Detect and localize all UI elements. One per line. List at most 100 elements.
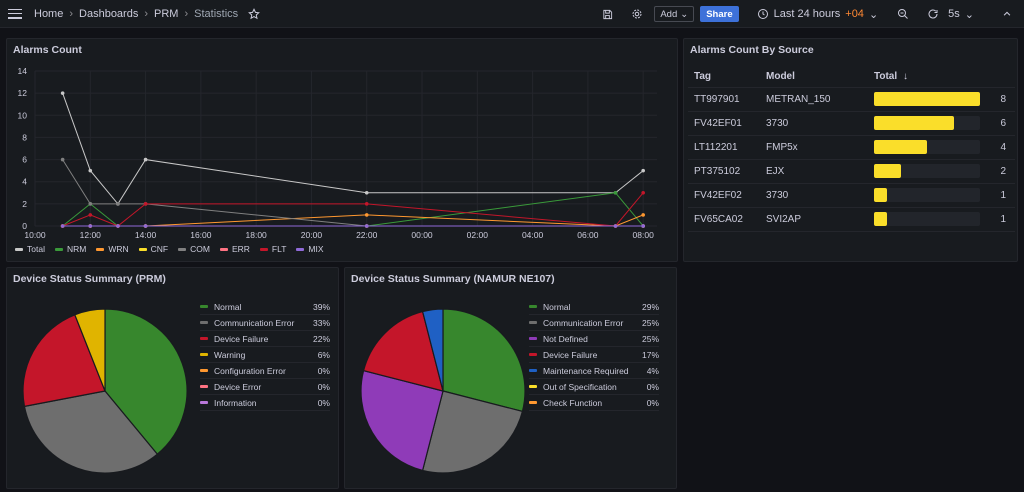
legend-item-normal[interactable]: Normal 39% [200,299,330,315]
x-tick-label: 18:00 [246,230,268,240]
alarms-by-source-panel: Alarms Count By Source Tag Model Total ↓… [683,38,1018,262]
legend-label: Communication Error [543,317,624,328]
data-point-nrm [613,190,618,195]
star-icon[interactable] [248,7,261,20]
column-header-model[interactable]: Model [760,67,868,88]
refresh-icon[interactable] [926,7,940,21]
table-row[interactable]: TT997901 METRAN_150 8 [688,87,1015,112]
cell-model: SVI2AP [760,207,868,232]
chevron-right-icon: › [184,7,189,20]
legend-label: CNF [150,244,169,254]
legend-item-warning[interactable]: Warning 6% [200,347,330,363]
legend-swatch [96,247,105,251]
y-tick-label: 14 [18,66,28,76]
pie-slice-normal[interactable] [442,308,526,413]
namur-pie-legend: Normal 29% Communication Error 25% Not Defin… [529,299,659,411]
cell-tag: FV42EF01 [688,111,760,136]
chevron-down-icon: ⌄ [964,8,974,21]
legend-swatch [259,247,268,251]
cell-total: 6 [868,111,1015,136]
data-point-mix [641,224,645,228]
pie-slice-device-failure[interactable] [22,313,106,408]
legend-swatch [200,369,208,372]
zoom-out-icon[interactable] [896,7,910,21]
table-row[interactable]: FV42EF02 3730 1 [688,183,1015,208]
total-header-label: Total [874,71,898,83]
pie-slice-not-defined[interactable] [360,369,444,472]
pie-slice-normal[interactable] [104,308,188,456]
legend-item-flt[interactable]: FLT [259,244,287,254]
cell-model: METRAN_150 [760,87,868,112]
data-point-flt [641,190,645,195]
cell-tag: TT997901 [688,87,760,112]
breadcrumb-home[interactable]: Home [34,7,64,20]
gauge-bar [874,164,980,178]
legend-item-not-defined[interactable]: Not Defined 25% [529,331,659,347]
legend-item-communication-error[interactable]: Communication Error 33% [200,315,330,331]
save-icon[interactable] [600,7,614,21]
column-header-tag[interactable]: Tag [688,67,760,88]
breadcrumb-prm[interactable]: PRM [154,7,179,20]
legend-item-nrm[interactable]: NRM [54,244,86,254]
pie-slice-communication-error[interactable] [421,390,524,474]
legend-swatch [200,385,208,388]
time-range-label: Last 24 hours [773,8,841,20]
column-header-total[interactable]: Total ↓ [868,67,1015,88]
breadcrumb-dashboards[interactable]: Dashboards [79,7,139,20]
menu-icon[interactable] [8,8,22,19]
legend-item-mix[interactable]: MIX [296,244,324,254]
legend-item-out-of-specification[interactable]: Out of Specification 0% [529,379,659,395]
legend-percent: 17% [641,349,659,360]
data-point-flt [143,202,148,206]
legend-label: Check Function [543,397,603,408]
gauge-bar [874,212,980,226]
legend-item-check-function[interactable]: Check Function 0% [529,395,659,411]
pie-slice-communication-error[interactable] [23,390,159,474]
x-tick-label: 08:00 [633,230,655,240]
legend-item-com[interactable]: COM [178,244,210,254]
legend-label: Normal [543,301,571,312]
refresh-interval-picker[interactable]: 5s ⌄ [948,8,974,21]
legend-swatch [529,385,537,388]
chevron-up-icon[interactable] [1000,7,1014,21]
share-button[interactable]: Share [700,6,739,22]
gear-icon[interactable] [630,7,644,21]
data-point-mix [613,224,618,228]
legend-percent: 0% [317,397,330,408]
legend-label: FLT [271,244,287,254]
time-range-picker[interactable]: Last 24 hours +04 ⌄ [757,8,878,21]
table-row[interactable]: FV65CA02 SVI2AP 1 [688,207,1015,232]
legend-label: Device Error [214,381,262,392]
data-point-total [641,168,645,173]
table-row[interactable]: FV42EF01 3730 6 [688,111,1015,136]
pie-slice-maintenance-required[interactable] [421,308,444,392]
gauge-bar [874,92,980,106]
legend-item-device-failure[interactable]: Device Failure 22% [200,331,330,347]
legend-label: Configuration Error [214,365,286,376]
legend-item-total[interactable]: Total [15,244,45,254]
cell-tag: FV42EF02 [688,183,760,208]
table-row[interactable]: PT375102 EJX 2 [688,159,1015,184]
add-button[interactable]: Add ⌄ [654,6,695,22]
legend-item-device-error[interactable]: Device Error 0% [200,379,330,395]
legend-item-device-failure[interactable]: Device Failure 17% [529,347,659,363]
legend-percent: 0% [646,397,659,408]
legend-item-communication-error[interactable]: Communication Error 25% [529,315,659,331]
prm-pie-chart [22,308,188,474]
pie-slice-warning[interactable] [74,308,106,392]
legend-label: Information [214,397,257,408]
legend-item-normal[interactable]: Normal 29% [529,299,659,315]
legend-item-maintenance-required[interactable]: Maintenance Required 4% [529,363,659,379]
legend-item-cnf[interactable]: CNF [138,244,169,254]
legend-item-wrn[interactable]: WRN [96,244,129,254]
table-row[interactable]: LT112201 FMP5x 4 [688,135,1015,160]
legend-percent: 4% [646,365,659,376]
legend-swatch [200,305,208,308]
legend-swatch [529,401,537,404]
legend-percent: 25% [641,333,659,344]
legend-item-configuration-error[interactable]: Configuration Error 0% [200,363,330,379]
pie-slice-device-failure[interactable] [362,310,444,392]
legend-item-information[interactable]: Information 0% [200,395,330,411]
legend-item-err[interactable]: ERR [219,244,250,254]
data-point-mix [116,224,120,228]
